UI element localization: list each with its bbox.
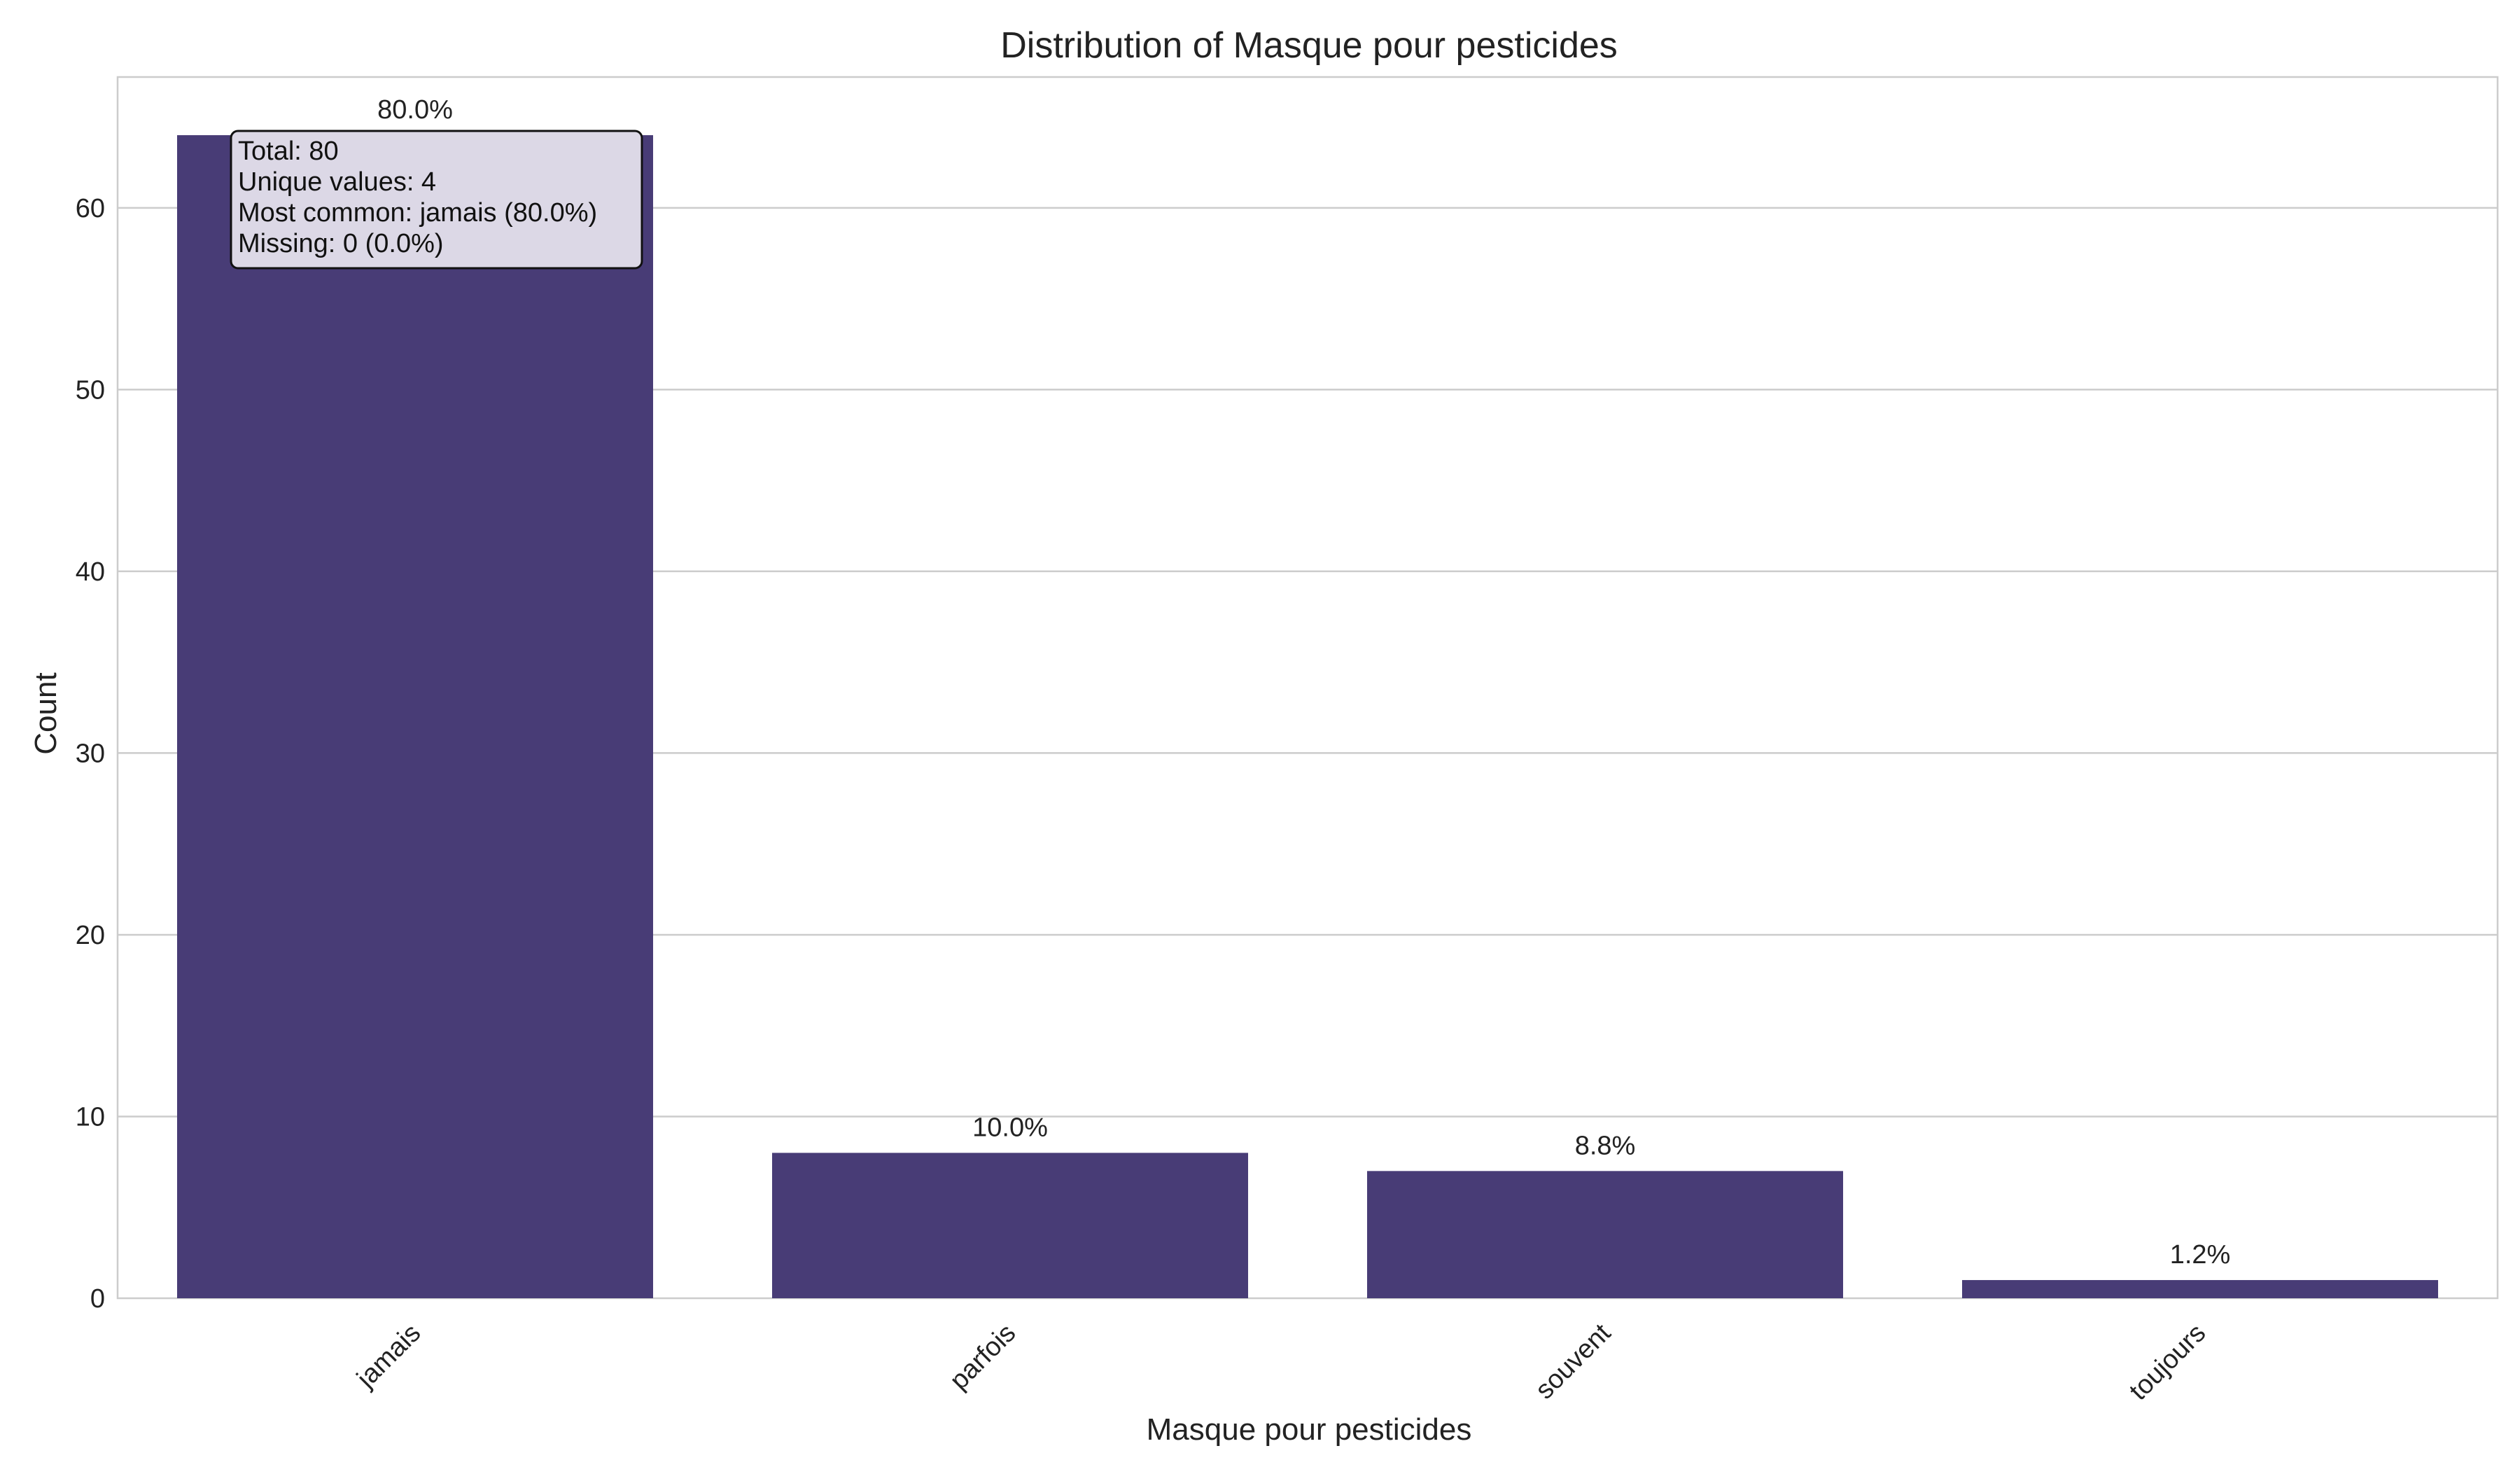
y-tick-label: 40 [76, 557, 105, 587]
bar-percent-label: 10.0% [972, 1113, 1048, 1142]
stats-box: Total: 80 Unique values: 4 Most common: … [230, 130, 643, 270]
y-tick-label: 10 [76, 1102, 105, 1132]
y-axis-label: Count [29, 672, 63, 754]
y-tick-label: 20 [76, 921, 105, 950]
chart-title: Distribution of Masque pour pesticides [1000, 25, 1618, 66]
data-labels: 80.0% 10.0% 8.8% 1.2% [377, 95, 2230, 1270]
stats-line-total: Total: 80 [238, 137, 339, 166]
bar-percent-label: 8.8% [1575, 1131, 1636, 1160]
bar [772, 1153, 1248, 1298]
bar [1962, 1280, 2438, 1298]
y-tick-label: 0 [90, 1284, 105, 1314]
y-axis-ticks: 0 10 20 30 40 50 60 [76, 194, 105, 1314]
bar-percent-label: 80.0% [377, 95, 453, 125]
stats-line-most-common: Most common: jamais (80.0%) [238, 198, 597, 228]
stats-line-missing: Missing: 0 (0.0%) [238, 229, 444, 258]
y-tick-label: 30 [76, 739, 105, 768]
x-axis-label: Masque pour pesticides [1147, 1412, 1472, 1447]
bar [1367, 1171, 1843, 1298]
stats-line-unique: Unique values: 4 [238, 167, 436, 197]
bar-percent-label: 1.2% [2170, 1240, 2231, 1270]
plot-frame [116, 76, 2499, 1300]
bar [177, 135, 653, 1299]
y-tick-label: 50 [76, 375, 105, 405]
bars [177, 135, 2438, 1299]
y-tick-label: 60 [76, 194, 105, 223]
